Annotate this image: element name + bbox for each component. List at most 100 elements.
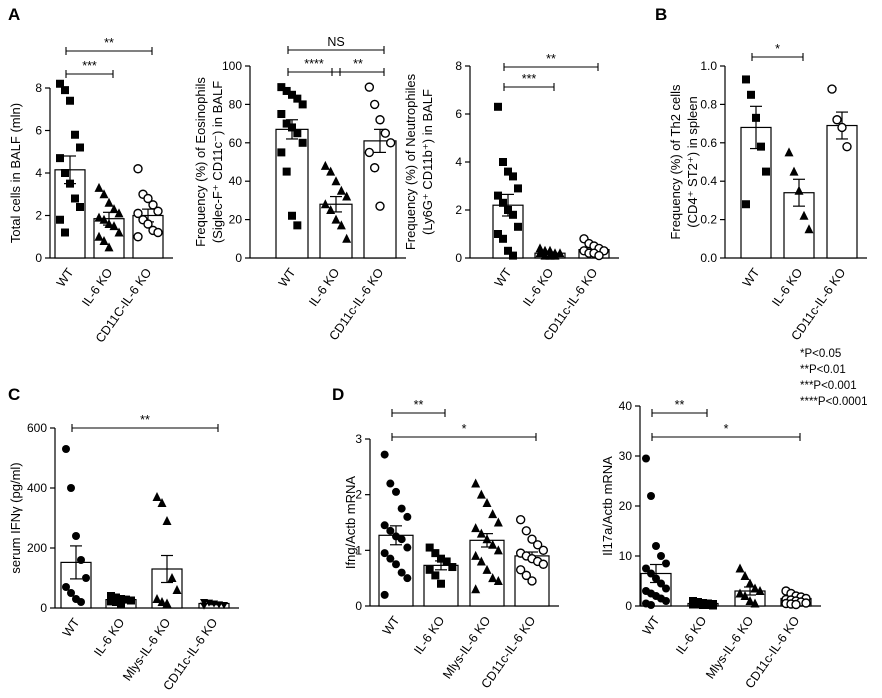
data-point — [545, 245, 555, 255]
data-point — [642, 564, 650, 573]
y-tick-label: 400 — [27, 481, 47, 495]
legend-line: *P<0.05 — [800, 348, 841, 360]
significance-label: ** — [104, 36, 114, 50]
data-point — [662, 584, 670, 593]
data-point — [386, 554, 395, 563]
data-point — [791, 599, 801, 610]
data-point — [801, 598, 811, 608]
category-label: WT — [492, 265, 515, 289]
data-point — [94, 231, 104, 241]
data-point — [380, 128, 391, 138]
data-point — [375, 115, 385, 125]
data-point — [117, 599, 125, 608]
category-label: IL-6 KO — [769, 265, 805, 309]
chart-panel: 0 200 400 600 serum IFNγ (pg/ml) WT IL-6 KOMly… — [8, 413, 239, 693]
data-point — [521, 526, 532, 536]
y-tick-label: 2 — [355, 488, 362, 502]
data-point — [342, 191, 352, 201]
data-point — [167, 573, 177, 582]
data-point — [403, 574, 412, 583]
data-point — [67, 484, 75, 492]
y-tick-label: 0.0 — [700, 251, 717, 265]
data-point — [755, 586, 765, 595]
data-point — [162, 516, 172, 525]
data-point — [425, 565, 434, 574]
data-point — [742, 75, 750, 84]
data-point — [471, 478, 481, 488]
data-point — [499, 234, 507, 243]
data-point — [709, 601, 717, 610]
data-point — [403, 543, 412, 552]
data-point — [652, 574, 660, 583]
data-point — [369, 163, 380, 173]
data-point — [143, 219, 153, 229]
significance-legend: *P<0.05 **P<0.01 ***P<0.001 ****P<0.0001 — [800, 348, 867, 408]
y-tick-label: 0.4 — [700, 174, 717, 188]
data-point — [482, 564, 492, 574]
data-point — [200, 602, 208, 610]
y-tick-label: 80 — [229, 97, 243, 111]
data-point — [403, 512, 412, 521]
data-point — [288, 90, 296, 99]
data-point — [514, 222, 522, 231]
data-point — [380, 450, 389, 459]
data-point — [397, 568, 406, 577]
data-point — [336, 220, 346, 230]
significance-label: *** — [522, 72, 537, 86]
data-point — [493, 545, 503, 555]
y-tick-label: 6 — [455, 107, 462, 121]
data-point — [157, 498, 167, 507]
y-tick-label: 4 — [35, 166, 42, 180]
data-point — [386, 479, 395, 488]
data-point — [364, 147, 375, 158]
data-point — [320, 160, 330, 170]
data-point — [832, 115, 842, 125]
data-point — [72, 532, 80, 540]
y-tick-label: 8 — [35, 81, 42, 95]
data-point — [99, 189, 109, 199]
data-point — [704, 601, 712, 609]
data-point — [293, 221, 302, 230]
data-point — [56, 154, 64, 163]
data-point — [99, 236, 109, 245]
data-point — [442, 557, 451, 566]
y-axis-label: (Siglec-F⁺ CD11c⁻) in BALF — [210, 81, 225, 243]
data-point — [326, 166, 336, 176]
data-point — [527, 576, 537, 586]
data-point — [67, 589, 75, 597]
category-label: IL-6 KO — [520, 265, 556, 309]
data-point — [494, 230, 502, 238]
data-point — [482, 534, 492, 544]
data-point — [282, 119, 291, 128]
data-point — [750, 598, 760, 608]
data-point — [326, 205, 336, 214]
data-point — [784, 147, 794, 157]
data-point — [538, 545, 549, 556]
chart-panel: 0 10 20 30 40 Il17a/Actb mRNA WT IL-6 KOMlys-IL… — [600, 398, 821, 691]
data-point — [77, 556, 85, 564]
data-point — [794, 185, 804, 195]
significance-label: ** — [353, 57, 363, 71]
data-point — [476, 528, 486, 538]
data-point — [689, 600, 697, 609]
data-point — [277, 110, 286, 118]
data-point — [127, 596, 135, 605]
data-point — [494, 102, 502, 111]
data-point — [112, 598, 120, 606]
data-point — [532, 540, 543, 550]
data-point — [107, 592, 115, 600]
data-point — [745, 596, 755, 605]
y-tick-label: 0.6 — [700, 136, 717, 150]
data-point — [109, 204, 119, 214]
data-point — [133, 208, 143, 219]
data-point — [657, 579, 665, 588]
data-point — [488, 573, 498, 583]
category-label: WT — [640, 613, 663, 637]
y-tick-label: 6 — [35, 124, 42, 138]
y-tick-label: 0 — [625, 599, 632, 613]
data-point — [380, 521, 389, 530]
data-point — [431, 571, 440, 580]
data-point — [293, 129, 302, 138]
